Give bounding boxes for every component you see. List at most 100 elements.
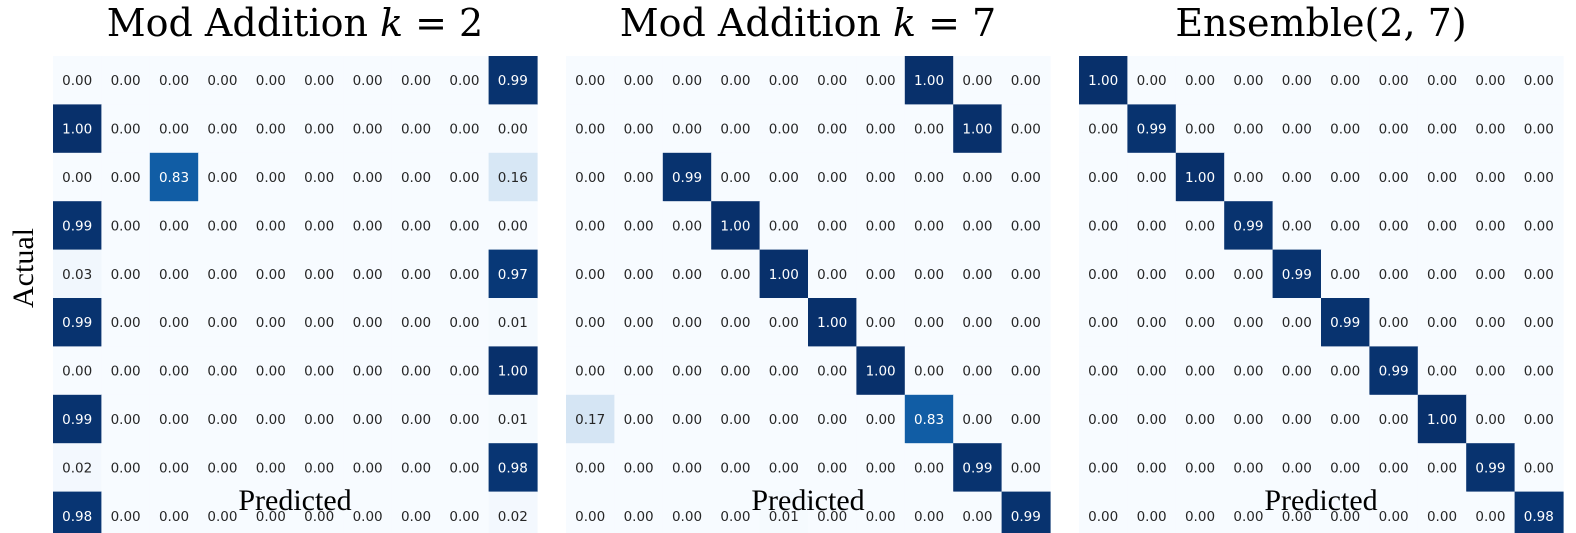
heatmap-cell xyxy=(198,201,248,251)
heatmap-cell xyxy=(711,394,761,444)
cell-value-label: 0.00 xyxy=(1233,267,1263,283)
cell-value-label: 0.00 xyxy=(1524,267,1554,283)
heatmap-cell xyxy=(1321,443,1370,493)
heatmap-cell xyxy=(1466,249,1516,299)
cell-value-label: 0.00 xyxy=(62,73,92,89)
heatmap-cell xyxy=(1321,152,1370,202)
heatmap-cell xyxy=(101,152,151,202)
heatmap-cell xyxy=(904,443,954,493)
heatmap-cell xyxy=(711,249,761,299)
cell-value-label: 0.00 xyxy=(256,218,286,234)
cell-value-label: 0.00 xyxy=(1233,73,1263,89)
cell-value-label: 0.00 xyxy=(866,218,896,234)
heatmap-cell xyxy=(1079,443,1128,493)
cell-value-label: 0.00 xyxy=(401,412,431,428)
heatmap-cell xyxy=(566,394,615,444)
cell-value-label: 0.00 xyxy=(207,218,237,234)
heatmap-cell xyxy=(1175,152,1225,202)
cell-value-label: 0.00 xyxy=(1088,218,1118,234)
heatmap-cell xyxy=(1514,298,1564,347)
heatmap-cell xyxy=(1127,394,1177,444)
cell-value-label: 0.00 xyxy=(401,315,431,331)
cell-value-label: 0.00 xyxy=(769,170,799,186)
cell-value-label: 0.00 xyxy=(817,122,847,138)
cell-value-label: 0.00 xyxy=(672,315,702,331)
heatmap-cell xyxy=(759,152,809,202)
heatmap-cell xyxy=(391,56,441,105)
cell-value-label: 0.00 xyxy=(1088,460,1118,476)
heatmap-cell xyxy=(1224,491,1274,533)
cell-value-label: 0.00 xyxy=(720,509,750,525)
heatmap-cell xyxy=(808,56,857,105)
heatmap-cell xyxy=(101,491,151,533)
heatmap-cell xyxy=(953,491,1003,533)
cell-value-label: 0.00 xyxy=(914,218,944,234)
heatmap-cell xyxy=(101,346,151,396)
cell-value-label: 0.99 xyxy=(1282,267,1312,283)
cell-value-label: 0.00 xyxy=(207,364,237,380)
cell-value-label: 0.00 xyxy=(111,412,141,428)
heatmap-cell xyxy=(1001,201,1051,251)
cell-value-label: 0.00 xyxy=(1379,267,1409,283)
heatmap-cell xyxy=(1369,394,1419,444)
cell-value-label: 0.00 xyxy=(672,267,702,283)
cell-value-label: 0.00 xyxy=(769,364,799,380)
heatmap-cell xyxy=(440,152,490,202)
cell-value-label: 0.00 xyxy=(962,267,992,283)
cell-value-label: 0.00 xyxy=(449,73,479,89)
cell-value-label: 0.00 xyxy=(353,267,383,283)
cell-value-label: 1.00 xyxy=(962,122,992,138)
cell-value-label: 0.00 xyxy=(1088,170,1118,186)
heatmap-cell xyxy=(53,394,102,444)
heatmap-panel-1: 0.00 0.00 0.00 0.00 0.00 0.00 0.00 0.00 0.00 0.99… xyxy=(53,1,538,533)
heatmap-cell xyxy=(343,104,393,154)
heatmap-cell xyxy=(904,394,954,444)
cell-value-label: 0.00 xyxy=(866,267,896,283)
heatmap-cell xyxy=(1466,298,1516,347)
cell-value-label: 0.00 xyxy=(1524,218,1554,234)
cell-value-label: 0.00 xyxy=(449,460,479,476)
heatmap-cell xyxy=(953,249,1003,299)
heatmap-cell xyxy=(808,201,857,251)
cell-value-label: 0.00 xyxy=(720,364,750,380)
cell-value-label: 0.00 xyxy=(401,122,431,138)
cell-value-label: 0.00 xyxy=(1330,267,1360,283)
heatmap-cell xyxy=(1224,443,1274,493)
heatmap-cell xyxy=(566,298,615,347)
cell-value-label: 0.00 xyxy=(256,364,286,380)
cell-value-label: 0.02 xyxy=(498,509,528,525)
heatmap-cell xyxy=(1514,104,1564,154)
cell-value-label: 0.00 xyxy=(111,218,141,234)
cell-value-label: 0.99 xyxy=(672,170,702,186)
heatmap-cell xyxy=(1224,56,1274,105)
heatmap-cell xyxy=(856,394,906,444)
heatmap-cell xyxy=(1001,443,1051,493)
cell-value-label: 0.00 xyxy=(1330,412,1360,428)
heatmap-cell xyxy=(295,491,344,533)
heatmap-cell xyxy=(1466,104,1516,154)
heatmap-cell xyxy=(1175,443,1225,493)
heatmap-cell xyxy=(1272,443,1322,493)
heatmap-cell xyxy=(295,152,344,202)
cell-value-label: 0.99 xyxy=(1011,509,1041,525)
heatmap-cell xyxy=(759,201,809,251)
heatmap-cell xyxy=(53,249,102,299)
heatmap-cell xyxy=(614,56,664,105)
cell-value-label: 0.00 xyxy=(111,460,141,476)
heatmap-cell xyxy=(1417,104,1467,154)
cell-value-label: 0.99 xyxy=(962,460,992,476)
cell-value-label: 0.00 xyxy=(353,412,383,428)
heatmap-cell xyxy=(1127,201,1177,251)
heatmap-cell xyxy=(391,201,441,251)
heatmap-cell xyxy=(101,201,151,251)
heatmap-cell xyxy=(440,394,490,444)
cell-value-label: 0.00 xyxy=(914,460,944,476)
cell-value-label: 0.00 xyxy=(1475,509,1505,525)
cell-value-label: 0.00 xyxy=(575,364,605,380)
heatmap-cell xyxy=(440,249,490,299)
cell-value-label: 0.00 xyxy=(575,460,605,476)
heatmap-cell xyxy=(246,201,296,251)
cell-value-label: 0.00 xyxy=(1475,170,1505,186)
cell-value-label: 0.00 xyxy=(1137,218,1167,234)
cell-value-label: 0.00 xyxy=(1233,170,1263,186)
